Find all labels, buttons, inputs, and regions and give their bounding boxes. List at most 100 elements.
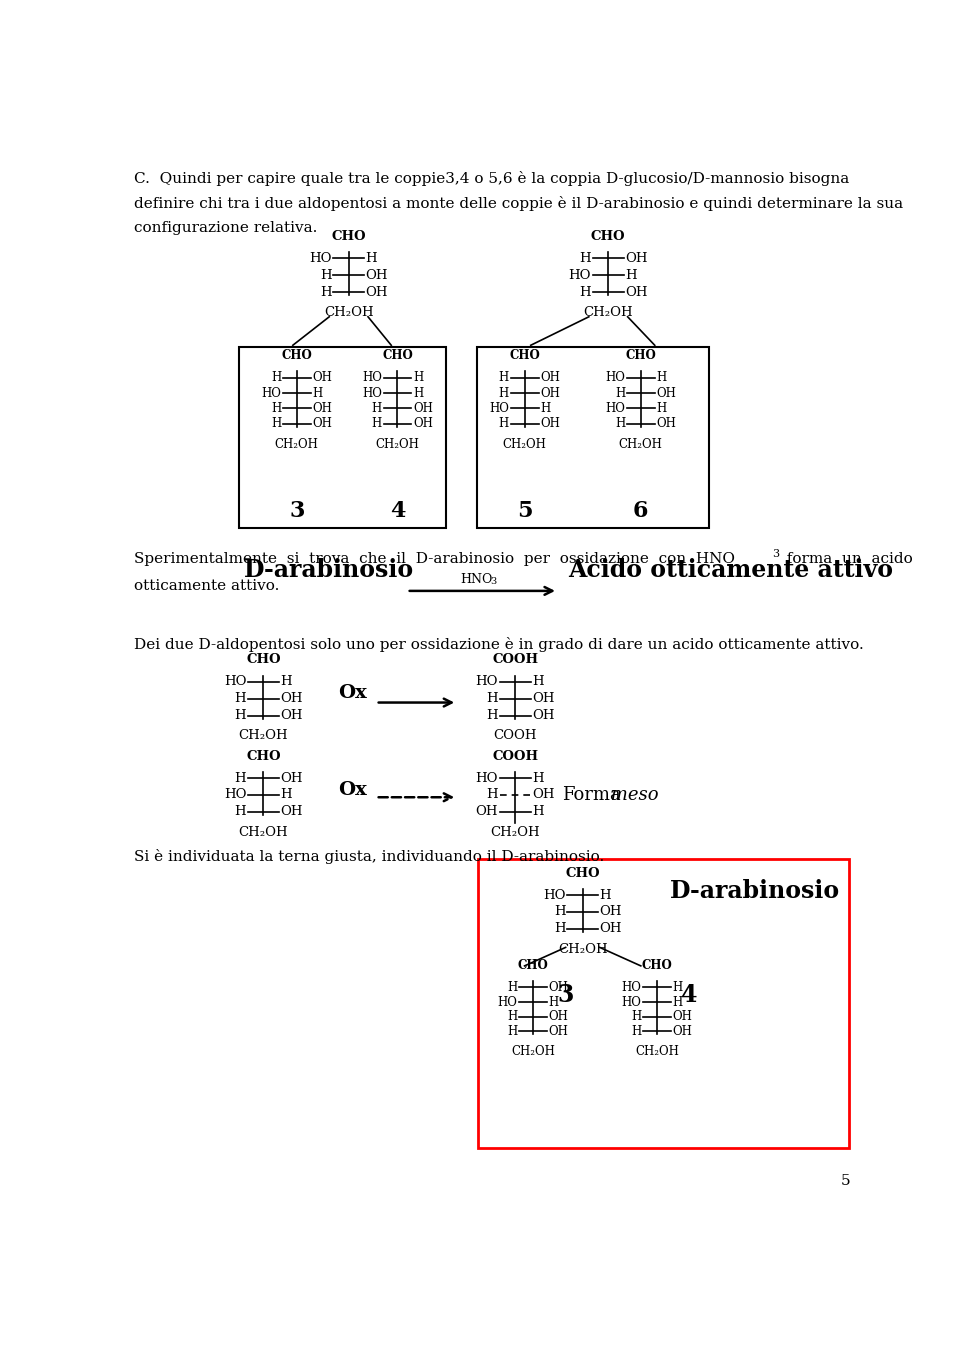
Text: H: H xyxy=(320,286,331,298)
Text: H: H xyxy=(413,386,423,400)
Text: H: H xyxy=(271,402,281,414)
Text: 4: 4 xyxy=(390,500,405,521)
Text: OH: OH xyxy=(540,371,560,385)
Text: Acido otticamente attivo: Acido otticamente attivo xyxy=(568,558,893,582)
Text: HO: HO xyxy=(622,995,641,1008)
Text: HO: HO xyxy=(362,371,382,385)
Text: OH: OH xyxy=(532,709,555,722)
Text: OH: OH xyxy=(532,693,555,705)
Bar xyxy=(478,859,849,1148)
Text: OH: OH xyxy=(280,709,303,722)
Text: CH₂OH: CH₂OH xyxy=(584,306,633,319)
Text: OH: OH xyxy=(280,771,303,784)
Text: OH: OH xyxy=(476,806,498,818)
Text: CHO: CHO xyxy=(281,350,312,362)
Text: Forma: Forma xyxy=(562,786,620,805)
Text: CH₂OH: CH₂OH xyxy=(619,437,662,451)
Text: CH₂OH: CH₂OH xyxy=(375,437,420,451)
Text: OH: OH xyxy=(540,386,560,400)
Text: HO: HO xyxy=(606,402,625,414)
Text: CHO: CHO xyxy=(591,230,626,243)
Text: H: H xyxy=(372,417,382,431)
Text: H: H xyxy=(625,269,636,282)
Text: definire chi tra i due aldopentosi a monte delle coppie è il D-arabinosio e quin: definire chi tra i due aldopentosi a mon… xyxy=(134,196,903,211)
Text: forma  un  acido: forma un acido xyxy=(778,552,913,567)
Text: CH₂OH: CH₂OH xyxy=(239,826,288,838)
Text: OH: OH xyxy=(657,417,676,431)
Text: H: H xyxy=(499,371,509,385)
Bar xyxy=(239,347,445,528)
Text: Ox: Ox xyxy=(338,684,367,702)
Text: OH: OH xyxy=(548,1025,568,1038)
Text: OH: OH xyxy=(413,402,433,414)
Text: OH: OH xyxy=(657,386,676,400)
Text: H: H xyxy=(487,788,498,802)
Text: Dei due D-aldopentosi solo uno per ossidazione è in grado di dare un acido ottic: Dei due D-aldopentosi solo uno per ossid… xyxy=(134,637,864,652)
Text: CH₂OH: CH₂OH xyxy=(558,942,608,956)
Text: HO: HO xyxy=(261,386,281,400)
Text: 4: 4 xyxy=(682,983,698,1007)
Text: H: H xyxy=(615,417,625,431)
Text: OH: OH xyxy=(548,981,568,994)
Text: H: H xyxy=(487,693,498,705)
Text: H: H xyxy=(312,386,323,400)
Text: 3: 3 xyxy=(773,549,780,559)
Text: HO: HO xyxy=(543,888,565,902)
Text: H: H xyxy=(320,269,331,282)
Text: CHO: CHO xyxy=(246,653,280,667)
Text: CHO: CHO xyxy=(625,350,657,362)
Text: configurazione relativa.: configurazione relativa. xyxy=(134,220,318,235)
Text: HO: HO xyxy=(490,402,509,414)
Text: HO: HO xyxy=(362,386,382,400)
Text: Si è individuata la terna giusta, individuando il D-arabinosio.: Si è individuata la terna giusta, indivi… xyxy=(134,849,604,864)
Text: CHO: CHO xyxy=(565,867,600,880)
Text: OH: OH xyxy=(673,1025,692,1038)
Text: OH: OH xyxy=(532,788,555,802)
Text: OH: OH xyxy=(366,286,388,298)
Text: H: H xyxy=(234,806,247,818)
Bar xyxy=(476,347,709,528)
Text: HO: HO xyxy=(476,675,498,688)
Text: H: H xyxy=(372,402,382,414)
Text: H: H xyxy=(499,386,509,400)
Text: H: H xyxy=(280,675,292,688)
Text: H: H xyxy=(532,771,544,784)
Text: H: H xyxy=(657,402,666,414)
Text: OH: OH xyxy=(600,922,622,936)
Text: OH: OH xyxy=(413,417,433,431)
Text: HO: HO xyxy=(476,771,498,784)
Text: C.  Quindi per capire quale tra le coppie3,4 o 5,6 è la coppia D-glucosio/D-mann: C. Quindi per capire quale tra le coppie… xyxy=(134,171,850,186)
Text: H: H xyxy=(548,995,559,1008)
Text: OH: OH xyxy=(625,251,648,265)
Text: 3: 3 xyxy=(289,500,304,521)
Text: H: H xyxy=(632,1025,641,1038)
Text: CHO: CHO xyxy=(517,958,548,972)
Text: H: H xyxy=(632,1010,641,1023)
Text: H: H xyxy=(507,1010,517,1023)
Text: OH: OH xyxy=(312,402,332,414)
Text: OH: OH xyxy=(548,1010,568,1023)
Text: HO: HO xyxy=(622,981,641,994)
Text: H: H xyxy=(657,371,666,385)
Text: H: H xyxy=(673,981,683,994)
Text: H: H xyxy=(507,981,517,994)
Text: COOH: COOH xyxy=(493,729,537,742)
Text: H: H xyxy=(499,417,509,431)
Text: H: H xyxy=(554,922,565,936)
Text: HO: HO xyxy=(224,675,247,688)
Text: Sperimentalmente  si  trova  che  il  D-arabinosio  per  ossidazione  con  HNO: Sperimentalmente si trova che il D-arabi… xyxy=(134,552,735,567)
Text: 5: 5 xyxy=(840,1173,850,1188)
Text: CH₂OH: CH₂OH xyxy=(503,437,546,451)
Text: CH₂OH: CH₂OH xyxy=(511,1045,555,1058)
Text: OH: OH xyxy=(673,1010,692,1023)
Text: CHO: CHO xyxy=(509,350,540,362)
Text: COOH: COOH xyxy=(492,749,539,763)
Text: meso: meso xyxy=(605,786,659,805)
Text: H: H xyxy=(580,251,591,265)
Text: OH: OH xyxy=(366,269,388,282)
Text: H: H xyxy=(532,806,544,818)
Text: H: H xyxy=(234,771,247,784)
Text: D-arabinosio: D-arabinosio xyxy=(244,558,414,582)
Text: CHO: CHO xyxy=(331,230,366,243)
Text: CH₂OH: CH₂OH xyxy=(324,306,373,319)
